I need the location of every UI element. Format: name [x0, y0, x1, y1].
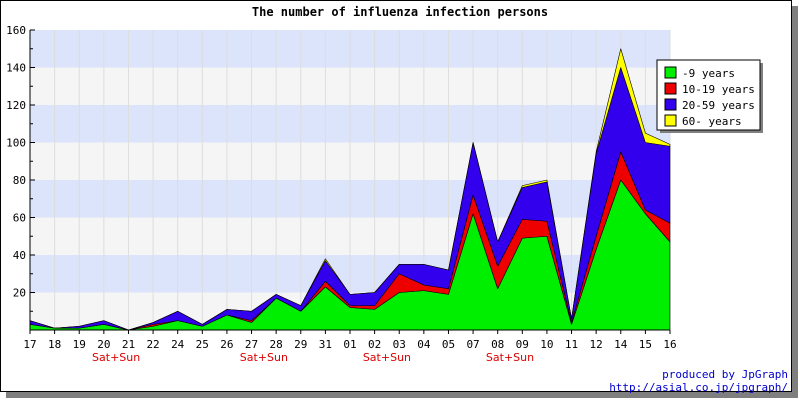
x-tick-label: 14 [614, 338, 628, 351]
legend-label-60-years: 60- years [682, 115, 742, 128]
y-tick-label: 140 [6, 62, 26, 75]
weekend-label: Sat+Sun [92, 351, 140, 364]
x-tick-label: 12 [590, 338, 603, 351]
x-tick-label: 11 [565, 338, 578, 351]
y-tick-label: 40 [13, 249, 26, 262]
x-tick-label: 07 [466, 338, 479, 351]
legend-swatch-10-19-years [664, 82, 677, 95]
x-tick-label: 24 [171, 338, 185, 351]
weekend-label: Sat+Sun [240, 351, 288, 364]
x-tick-label: 22 [146, 338, 159, 351]
credit-line-1: produced by JpGraph [662, 368, 788, 381]
x-tick-label: 20 [97, 338, 110, 351]
x-tick-label: 27 [245, 338, 258, 351]
x-tick-label: 15 [639, 338, 652, 351]
x-tick-label: 19 [73, 338, 86, 351]
x-tick-label: 08 [491, 338, 504, 351]
area-series [29, 48, 671, 331]
weekend-label: Sat+Sun [486, 351, 534, 364]
y-tick-label: 120 [6, 99, 26, 112]
x-tick-label: 25 [196, 338, 209, 351]
x-tick-label: 31 [319, 338, 332, 351]
x-tick-label: 05 [442, 338, 455, 351]
legend-label-9-years: -9 years [682, 67, 735, 80]
x-tick-label: 09 [516, 338, 529, 351]
area-60-years [29, 48, 671, 331]
x-tick-label: 01 [343, 338, 356, 351]
legend: -9 years 10-19 years 20-59 years 60- years [656, 59, 763, 133]
y-tick-label: 160 [6, 24, 26, 37]
axes: 20 40 60 80 100 120 140 160 17 18 19 20 21 22 24 25 26 27… [6, 24, 677, 364]
x-tick-label: 18 [48, 338, 61, 351]
legend-label-10-19-years: 10-19 years [682, 83, 755, 96]
y-tick-label: 20 [13, 287, 26, 300]
legend-swatch-9-years [664, 66, 677, 79]
x-tick-label: 10 [540, 338, 553, 351]
y-tick-label: 100 [6, 137, 26, 150]
weekend-label: Sat+Sun [363, 351, 411, 364]
x-tick-label: 29 [294, 338, 307, 351]
x-tick-label: 16 [663, 338, 676, 351]
legend-swatch-60-years [664, 114, 677, 127]
credit-link[interactable]: http://asial.co.jp/jpgraph/ [609, 381, 788, 394]
x-tick-label: 17 [23, 338, 36, 351]
frame-shadow-bottom [6, 392, 798, 398]
x-tick-label: 21 [122, 338, 135, 351]
x-tick-label: 04 [417, 338, 431, 351]
x-tick-label: 28 [270, 338, 283, 351]
y-tick-label: 80 [13, 174, 26, 187]
legend-label-20-59-years: 20-59 years [682, 99, 755, 112]
legend-swatch-20-59-years [664, 98, 677, 111]
x-tick-label: 02 [368, 338, 381, 351]
frame-shadow-right [792, 6, 798, 398]
chart-title: The number of influenza infection person… [252, 5, 548, 19]
y-tick-label: 60 [13, 212, 26, 225]
x-tick-label: 03 [393, 338, 406, 351]
x-tick-label: 26 [220, 338, 233, 351]
